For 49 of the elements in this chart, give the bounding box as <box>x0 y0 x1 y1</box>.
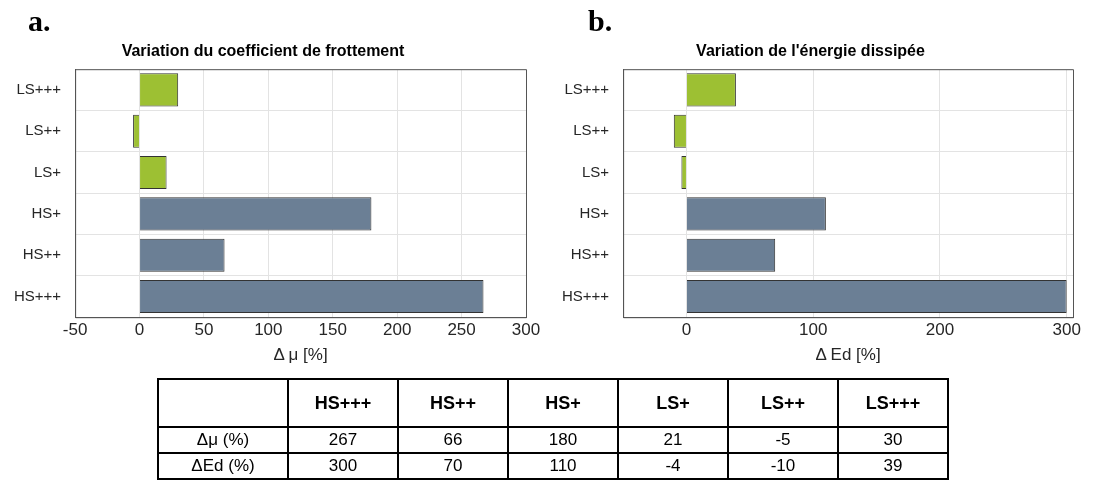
data-label: -10 <box>728 453 838 479</box>
category-label: HS++ <box>398 379 508 427</box>
data-label: 180 <box>508 427 618 453</box>
chart-title: Variation de l'énergie dissipée <box>696 42 925 60</box>
data-label: 21 <box>618 427 728 453</box>
x-axis-title: Δ Ed [%] <box>815 345 881 365</box>
x-tick-label: 50 <box>194 320 214 340</box>
y-tick-label: LS+ <box>34 162 62 180</box>
y-tick-label: LS++ <box>573 121 610 139</box>
x-tick-label: 0 <box>134 320 145 340</box>
category-label: LS+ <box>618 379 728 427</box>
x-tick-label: 250 <box>447 320 476 340</box>
y-tick-label: HS+++ <box>561 286 610 304</box>
data-label: 39 <box>838 453 948 479</box>
data-label: 267 <box>288 427 398 453</box>
x-tick-label: 0 <box>681 320 692 340</box>
y-tick-label: LS+ <box>582 162 610 180</box>
data-label: 30 <box>838 427 948 453</box>
y-tick-label: HS+++ <box>13 286 62 304</box>
x-tick-label: 100 <box>254 320 283 340</box>
data-label: 70 <box>398 453 508 479</box>
text: b. <box>588 4 613 38</box>
x-tick-label: 200 <box>382 320 412 340</box>
category-label: LS+++ <box>838 379 948 427</box>
y-tick-label: LS+++ <box>16 80 62 98</box>
x-tick-label: 150 <box>318 320 347 340</box>
text: Δμ (%) <box>158 427 288 453</box>
y-tick-label: HS+ <box>579 204 610 222</box>
data-label: 66 <box>398 427 508 453</box>
x-axis-title: Δ μ [%] <box>273 345 328 365</box>
category-label: HS+++ <box>288 379 398 427</box>
x-tick-label: 200 <box>925 320 955 340</box>
y-tick-label: HS+ <box>31 204 62 222</box>
x-tick-label: 300 <box>1052 320 1081 340</box>
y-tick-label: HS++ <box>570 245 610 263</box>
chart-title: Variation du coefficient de frottement <box>121 42 406 60</box>
y-tick-label: HS++ <box>22 245 62 263</box>
x-tick-label: 300 <box>511 320 541 340</box>
x-tick-label: -50 <box>62 320 88 340</box>
text: ΔEd (%) <box>158 453 288 479</box>
data-label: -5 <box>728 427 838 453</box>
data-label: 300 <box>288 453 398 479</box>
data-label: 110 <box>508 453 618 479</box>
category-label: LS++ <box>728 379 838 427</box>
y-tick-label: LS++ <box>25 121 62 139</box>
text: a. <box>28 4 51 38</box>
data-label: -4 <box>618 453 728 479</box>
y-tick-label: LS+++ <box>564 80 610 98</box>
x-tick-label: 100 <box>799 320 828 340</box>
